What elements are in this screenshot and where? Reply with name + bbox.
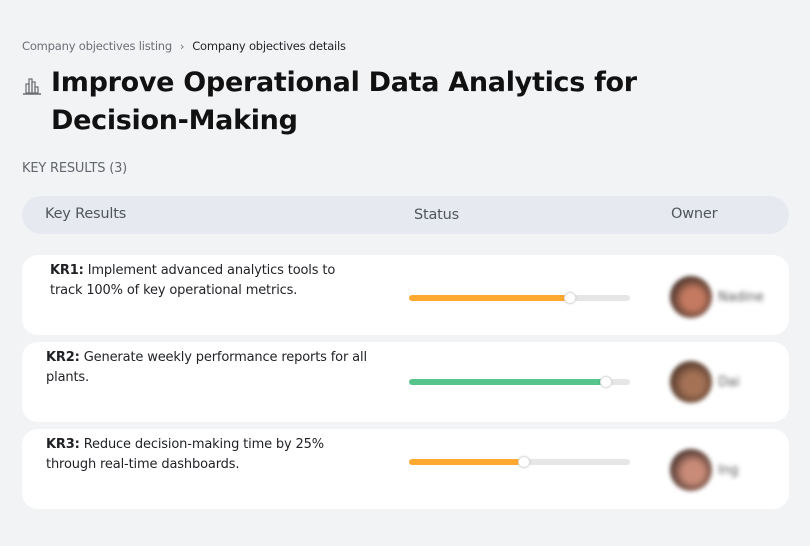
owner-name: Dai: [718, 374, 740, 390]
progress-thumb[interactable]: [517, 456, 530, 468]
key-result-id: KR1:: [50, 263, 84, 278]
key-result-id: KR3:: [46, 437, 80, 452]
column-header-owner: Owner: [671, 206, 718, 222]
key-result-text: Reduce decision-making time by 25% throu…: [46, 437, 324, 472]
key-result-text: Generate weekly performance reports for …: [46, 350, 367, 385]
breadcrumb-current: Company objectives details: [192, 39, 346, 53]
column-header-key-results: Key Results: [45, 206, 127, 222]
key-result-description: KR3: Reduce decision-making time by 25% …: [46, 435, 346, 475]
owner[interactable]: Nadine: [670, 276, 764, 318]
progress-slider[interactable]: [409, 292, 630, 304]
avatar: [670, 449, 712, 491]
progress-slider[interactable]: [409, 456, 630, 468]
progress-fill: [409, 379, 606, 385]
owner-name: Ing: [718, 462, 739, 478]
page-title: Improve Operational Data Analytics for D…: [51, 67, 637, 136]
key-result-text: Implement advanced analytics tools to tr…: [50, 263, 336, 298]
avatar: [670, 276, 712, 318]
avatar: [670, 361, 712, 403]
progress-fill: [409, 295, 571, 301]
key-result-id: KR2:: [46, 350, 80, 365]
owner-name: Nadine: [718, 289, 764, 305]
key-result-row[interactable]: KR2: Generate weekly performance reports…: [22, 342, 789, 422]
progress-thumb[interactable]: [564, 292, 577, 304]
chevron-right-icon: ›: [180, 39, 185, 53]
breadcrumb-parent-link[interactable]: Company objectives listing: [22, 39, 172, 53]
building-chart-icon: [22, 76, 42, 96]
key-result-row[interactable]: KR3: Reduce decision-making time by 25% …: [22, 429, 789, 509]
progress-slider[interactable]: [409, 376, 630, 388]
owner[interactable]: Ing: [670, 449, 738, 491]
key-result-description: KR2: Generate weekly performance reports…: [46, 348, 376, 388]
objective-header: Improve Operational Data Analytics for D…: [22, 64, 742, 140]
table-header: Key Results Status Owner: [22, 196, 789, 234]
key-result-row[interactable]: KR1: Implement advanced analytics tools …: [22, 255, 789, 335]
key-result-description: KR1: Implement advanced analytics tools …: [50, 261, 370, 301]
key-results-count-label: KEY RESULTS (3): [22, 161, 128, 176]
progress-fill: [409, 459, 524, 465]
progress-thumb[interactable]: [599, 376, 612, 388]
owner[interactable]: Dai: [670, 361, 740, 403]
column-header-status: Status: [414, 207, 460, 223]
breadcrumb: Company objectives listing › Company obj…: [22, 39, 346, 53]
